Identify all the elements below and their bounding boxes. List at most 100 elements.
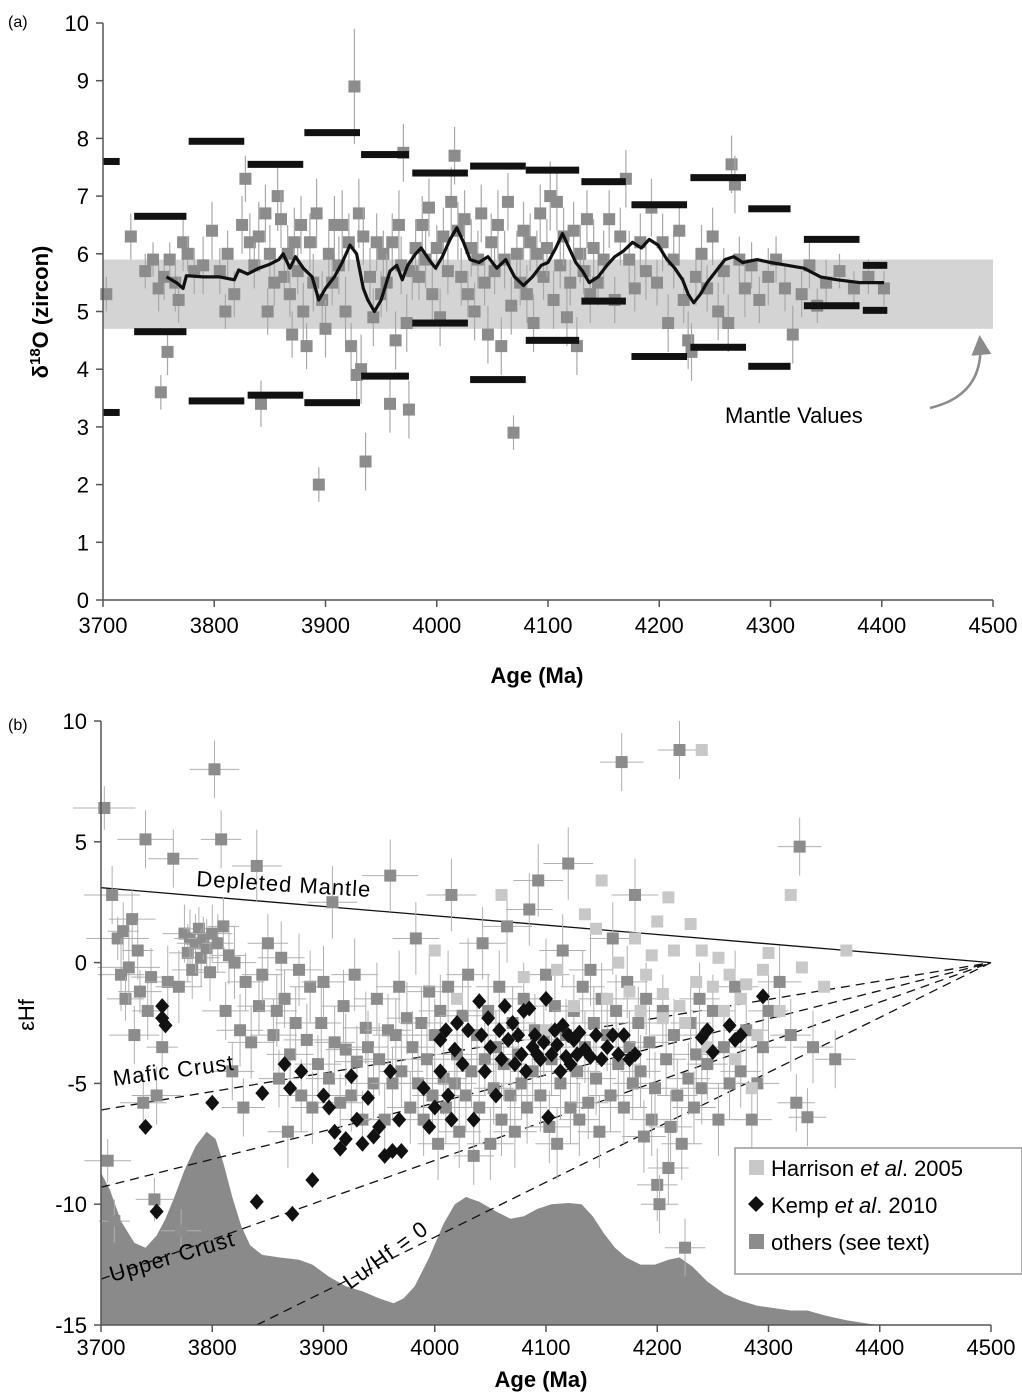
oxygen-marker	[283, 288, 296, 301]
hf-square-marker	[582, 1096, 595, 1109]
oxygen-point	[252, 201, 265, 272]
hf-diamond-marker	[477, 1063, 492, 1080]
hf-square-marker	[389, 1029, 402, 1042]
hf-square-marker	[373, 1053, 386, 1066]
hf-diamond-marker	[349, 1111, 364, 1128]
hf-square-marker	[326, 896, 339, 909]
oxygen-point	[517, 201, 530, 260]
hf-square-marker	[219, 1004, 232, 1017]
mantle-values-annotation: Mantle Values	[725, 403, 863, 428]
oxygen-marker	[336, 218, 349, 231]
oxygen-point	[628, 265, 641, 312]
hf-square-marker	[172, 980, 185, 993]
hf-square-marker	[690, 1048, 703, 1061]
oxygen-marker	[478, 276, 491, 289]
hf-square-marker	[523, 903, 536, 916]
oxygen-point	[786, 305, 799, 364]
hf-square-marker	[687, 1101, 700, 1114]
oxygen-point	[348, 28, 361, 145]
hf-square-marker	[306, 1101, 319, 1114]
panel-a-y-tick-label: 0	[77, 588, 89, 613]
hf-square-marker	[734, 1065, 747, 1078]
hf-square-marker	[106, 888, 119, 901]
oxygen-marker	[252, 230, 265, 243]
range-bar-pair	[304, 129, 360, 407]
hf-diamond-marker	[455, 1056, 470, 1073]
oxygen-point	[717, 248, 730, 295]
hf-square-marker	[640, 992, 653, 1005]
oxygen-point	[560, 288, 573, 347]
oxygen-point	[507, 415, 520, 450]
hf-square-marker	[762, 1004, 775, 1017]
oxygen-marker	[297, 305, 310, 318]
hf-square-marker	[423, 985, 436, 998]
hf-square-marker	[409, 932, 422, 945]
oxygen-point	[221, 230, 234, 277]
hf-square-marker	[148, 1193, 161, 1206]
oxygen-marker	[163, 253, 176, 266]
range-bar-pair	[188, 137, 245, 405]
panel-b-x-tick-label: 3900	[299, 1335, 348, 1360]
hf-square-marker	[643, 1036, 656, 1049]
range-bar-pair	[361, 151, 409, 380]
hf-square-marker	[261, 937, 274, 950]
range-bar	[361, 372, 409, 380]
oxygen-point	[550, 173, 563, 231]
oxygen-marker	[614, 230, 627, 243]
range-bar-pair	[803, 235, 860, 310]
oxygen-point	[345, 323, 358, 370]
hf-diamond-marker	[372, 1118, 387, 1135]
hf-diamond-marker	[755, 988, 770, 1005]
oxygen-marker	[236, 218, 249, 231]
hf-square-marker	[117, 925, 130, 938]
oxygen-marker	[426, 288, 439, 301]
hf-square-marker	[192, 922, 205, 935]
oxygen-point	[370, 213, 383, 272]
oxygen-point	[426, 265, 439, 324]
hf-square-marker	[131, 944, 144, 957]
oxygen-marker	[352, 207, 365, 220]
hf-square-marker	[495, 888, 508, 901]
hf-square-marker	[653, 1198, 666, 1211]
oxygen-point	[300, 323, 313, 370]
oxygen-marker	[455, 270, 468, 283]
legend: Harrison et al. 2005 Kemp et al. 2010 ot…	[734, 1147, 1022, 1275]
oxygen-marker	[364, 270, 376, 283]
hf-square-marker	[629, 932, 641, 945]
panel-b-y-tick-label: 10	[63, 709, 87, 734]
hf-square-marker	[467, 1149, 480, 1162]
hf-square-marker	[756, 963, 769, 976]
oxygen-marker	[437, 230, 450, 243]
hf-diamond-marker	[611, 1046, 626, 1063]
oxygen-point	[291, 248, 304, 295]
oxygen-point	[154, 374, 167, 410]
oxygen-marker	[221, 247, 234, 260]
oxygen-point	[455, 248, 468, 306]
oxygen-point	[847, 271, 860, 306]
range-bar	[525, 166, 580, 174]
hf-diamond-marker	[555, 1017, 570, 1034]
hf-square-marker	[476, 937, 489, 950]
oxygen-point	[402, 380, 415, 439]
hf-square-marker	[671, 1089, 684, 1102]
panel-a-x-tick-label: 4400	[857, 613, 906, 638]
hf-square-marker	[295, 1089, 308, 1102]
oxygen-point	[722, 294, 735, 352]
hf-square-marker	[359, 1021, 372, 1034]
oxygen-marker	[357, 230, 370, 243]
hf-square-marker	[521, 1101, 534, 1114]
panel-b-x-tick-label: 3800	[188, 1335, 237, 1360]
oxygen-marker	[281, 247, 294, 260]
oxygen-point	[614, 207, 627, 266]
oxygen-point	[303, 213, 316, 272]
oxygen-point	[728, 155, 741, 214]
hf-square-marker	[762, 946, 775, 959]
oxygen-point	[281, 224, 294, 283]
panel-a-y-tick-label: 8	[77, 126, 89, 151]
oxygen-point	[339, 276, 352, 347]
range-bar-pair	[690, 174, 747, 351]
hf-square-marker	[745, 1082, 758, 1095]
oxygen-marker	[597, 253, 610, 266]
oxygen-point	[580, 190, 593, 249]
